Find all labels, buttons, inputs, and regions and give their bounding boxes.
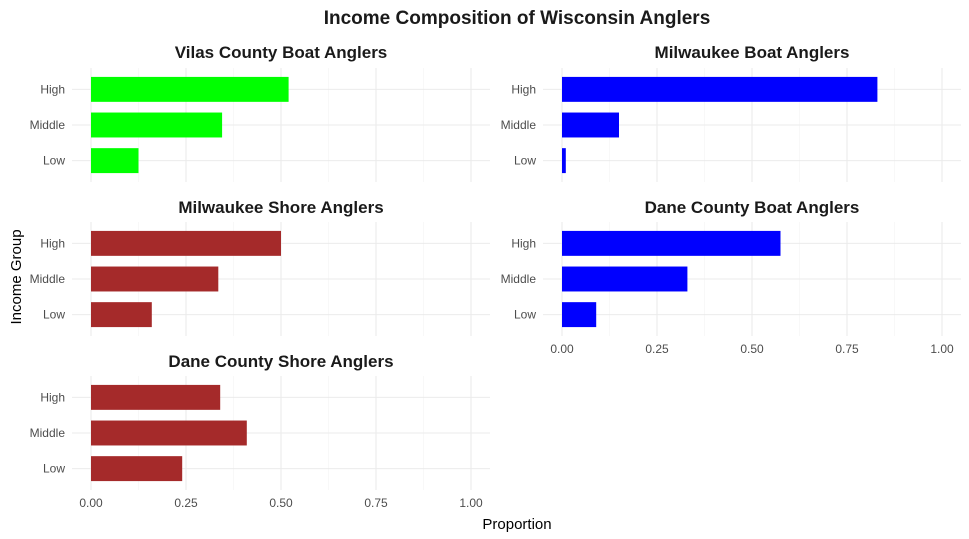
bar-high [91,230,281,256]
panel-title: Vilas County Boat Anglers [175,43,388,62]
x-tick-label: 0.50 [269,496,293,510]
y-tick-label: High [40,390,65,404]
y-tick-label: Low [514,154,536,168]
bar-low [91,456,183,482]
x-tick-label: 0.75 [835,342,859,356]
y-tick-label: Middle [30,272,66,286]
facet-panel: High Middle Low Vilas County Boat Anglers [30,43,490,182]
bar-middle [91,112,223,138]
bar-low [91,302,152,328]
x-tick-label: 0.00 [550,342,574,356]
y-tick-label: High [40,236,65,250]
x-tick-label: 1.00 [459,496,483,510]
x-axis-label: Proportion [482,516,551,533]
bar-middle [91,266,219,292]
facet-panel: High Middle Low Dane County Boat Anglers 0.0… [501,198,961,356]
bar-high [562,76,878,102]
panel-title: Milwaukee Shore Anglers [178,198,383,217]
y-tick-label: High [511,236,536,250]
x-tick-label: 0.25 [174,496,198,510]
y-tick-label: Low [43,154,65,168]
panel-title: Milwaukee Boat Anglers [655,43,850,62]
y-tick-label: Low [43,308,65,322]
bar-high [91,384,221,410]
y-tick-label: Middle [30,426,66,440]
chart-title: Income Composition of Wisconsin Anglers [324,8,711,29]
bar-middle [91,420,247,446]
bar-low [91,148,139,174]
y-tick-label: Low [514,308,536,322]
bar-middle [562,266,688,292]
bar-high [562,230,781,256]
y-tick-label: Low [43,462,65,476]
x-tick-label: 0.00 [79,496,103,510]
y-tick-label: Middle [501,272,537,286]
y-tick-label: High [511,82,536,96]
bar-high [91,76,289,102]
facet-panel: High Middle Low Milwaukee Shore Anglers [30,198,490,336]
facet-panel: High Middle Low Dane County Shore Anglers 0.… [30,352,490,510]
x-tick-label: 0.50 [740,342,764,356]
bar-low [562,302,597,328]
bar-low [562,148,566,174]
y-axis-label: Income Group [8,229,25,324]
panel-title: Dane County Shore Anglers [168,352,393,371]
facet-panel: High Middle Low Milwaukee Boat Anglers [501,43,961,182]
x-tick-label: 1.00 [930,342,954,356]
y-tick-label: Middle [501,118,537,132]
bar-middle [562,112,619,138]
x-tick-label: 0.75 [364,496,388,510]
y-tick-label: Middle [30,118,66,132]
x-tick-label: 0.25 [645,342,669,356]
y-tick-label: High [40,82,65,96]
panel-title: Dane County Boat Anglers [645,198,860,217]
